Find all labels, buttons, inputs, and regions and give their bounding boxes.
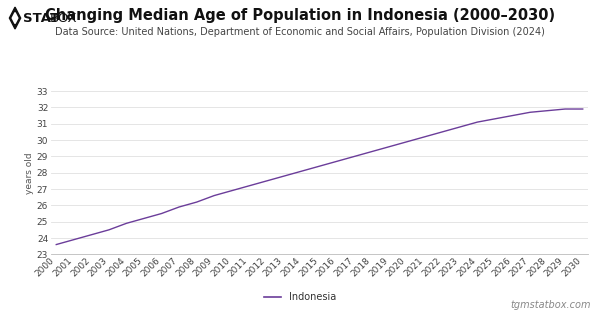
- Text: Data Source: United Nations, Department of Economic and Social Affairs, Populati: Data Source: United Nations, Department …: [55, 27, 545, 37]
- Legend: Indonesia: Indonesia: [260, 288, 340, 306]
- Polygon shape: [12, 13, 18, 24]
- Text: tgmstatbox.com: tgmstatbox.com: [511, 300, 591, 310]
- Text: STAT: STAT: [23, 12, 59, 24]
- Polygon shape: [10, 7, 20, 29]
- Text: Changing Median Age of Population in Indonesia (2000–2030): Changing Median Age of Population in Ind…: [45, 8, 555, 23]
- Y-axis label: years old: years old: [25, 152, 34, 193]
- Text: BOX: BOX: [50, 12, 77, 24]
